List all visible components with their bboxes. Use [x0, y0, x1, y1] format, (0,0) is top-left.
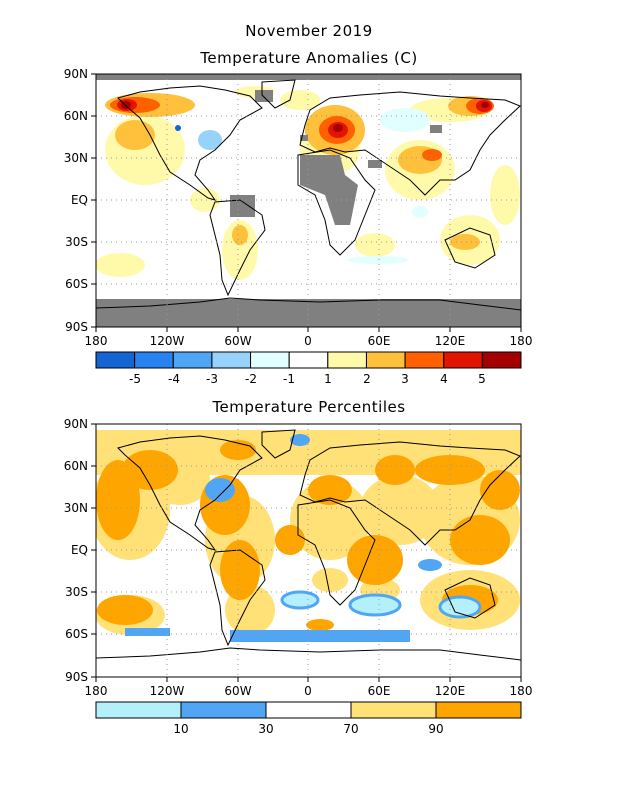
- percentile-lon-labels: 180 120W 60W 0 60E 120E 180: [85, 684, 533, 698]
- colorbar-label: 1: [324, 372, 332, 386]
- lat-label: 90N: [64, 67, 88, 81]
- lat-label: 30N: [64, 151, 88, 165]
- lon-label: 120E: [435, 684, 466, 698]
- anomaly-colorbar-swatch: [211, 351, 252, 369]
- colorbar-label: 70: [343, 722, 358, 736]
- lon-label: 180: [85, 334, 108, 348]
- anomaly-colorbar-swatch: [365, 351, 406, 369]
- axis-ticks: [91, 73, 522, 682]
- lat-label: EQ: [71, 543, 88, 557]
- lat-label: 60N: [64, 109, 88, 123]
- percentile-colorbar: [95, 701, 522, 719]
- percentile-colorbar-swatch: [95, 701, 182, 719]
- anomaly-colorbar-swatch: [481, 351, 522, 369]
- lon-label: 120E: [435, 334, 466, 348]
- percentile-colorbar-swatch: [350, 701, 437, 719]
- lat-label: 90N: [64, 417, 88, 431]
- percentile-colorbar-swatch: [265, 701, 352, 719]
- colorbar-label: 2: [363, 372, 371, 386]
- colorbar-label: 90: [428, 722, 443, 736]
- lat-label: 90S: [65, 320, 88, 334]
- lat-label: 90S: [65, 670, 88, 684]
- lat-label: 30S: [65, 235, 88, 249]
- anomaly-colorbar-swatch: [250, 351, 290, 369]
- graticule: [96, 74, 521, 677]
- coastlines: [95, 79, 522, 311]
- lat-label: 60S: [65, 277, 88, 291]
- anomaly-colorbar: [95, 351, 522, 369]
- anomaly-cold-regions: [175, 108, 430, 264]
- no-data-arctic: [96, 74, 521, 80]
- anomaly-lat-labels: 90N 60N 30N EQ 30S 60S 90S: [64, 67, 88, 334]
- anomaly-colorbar-swatch: [404, 351, 445, 369]
- lon-label: 60W: [224, 334, 251, 348]
- anomaly-colorbar-swatch: [134, 351, 174, 369]
- percentile-map-title: Temperature Percentiles: [212, 398, 406, 416]
- anomaly-lon-labels: 180 120W 60W 0 60E 120E 180: [85, 334, 533, 348]
- colorbar-label: -2: [245, 372, 257, 386]
- lon-label: 180: [85, 684, 108, 698]
- lon-label: 180: [510, 684, 533, 698]
- lon-label: 0: [304, 684, 312, 698]
- lon-label: 60W: [224, 684, 251, 698]
- percentile-colorbar-labels: 10 30 70 90: [173, 722, 443, 736]
- lon-label: 60E: [368, 334, 391, 348]
- anomaly-colorbar-swatch: [327, 351, 367, 369]
- lat-label: 60S: [65, 627, 88, 641]
- anomaly-over5-regions: [121, 101, 489, 132]
- lon-label: 180: [510, 334, 533, 348]
- lat-label: 60N: [64, 459, 88, 473]
- colorbar-label: -1: [283, 372, 295, 386]
- no-data-antarctica: [96, 299, 521, 327]
- anomaly-colorbar-swatch: [288, 351, 329, 369]
- colorbar-label: 10: [173, 722, 188, 736]
- anomaly-colorbar-labels: -5 -4 -3 -2 -1 1 2 3 4 5: [129, 372, 486, 386]
- percentile-cold-regions: [125, 434, 482, 642]
- lon-label: 60E: [368, 684, 391, 698]
- percentile-colorbar-swatch: [435, 701, 522, 719]
- percentile-colorbar-swatch: [180, 701, 267, 719]
- lat-label: 30S: [65, 585, 88, 599]
- colorbar-label: -3: [206, 372, 218, 386]
- colorbar-label: -4: [168, 372, 180, 386]
- lon-label: 120W: [150, 684, 185, 698]
- lat-label: EQ: [71, 193, 88, 207]
- lon-label: 120W: [150, 334, 185, 348]
- colorbar-label: -5: [129, 372, 141, 386]
- anomaly-colorbar-swatch: [172, 351, 213, 369]
- percentile-lat-labels: 90N 60N 30N EQ 30S 60S 90S: [64, 417, 88, 684]
- lat-label: 30N: [64, 501, 88, 515]
- colorbar-label: 30: [258, 722, 273, 736]
- anomaly-colorbar-swatch: [443, 351, 483, 369]
- anomaly-map-title: Temperature Anomalies (C): [200, 49, 418, 67]
- colorbar-label: 5: [478, 372, 486, 386]
- colorbar-label: 3: [401, 372, 409, 386]
- lon-label: 0: [304, 334, 312, 348]
- colorbar-label: 4: [440, 372, 448, 386]
- map-date-title: November 2019: [245, 22, 373, 40]
- anomaly-colorbar-swatch: [95, 351, 136, 369]
